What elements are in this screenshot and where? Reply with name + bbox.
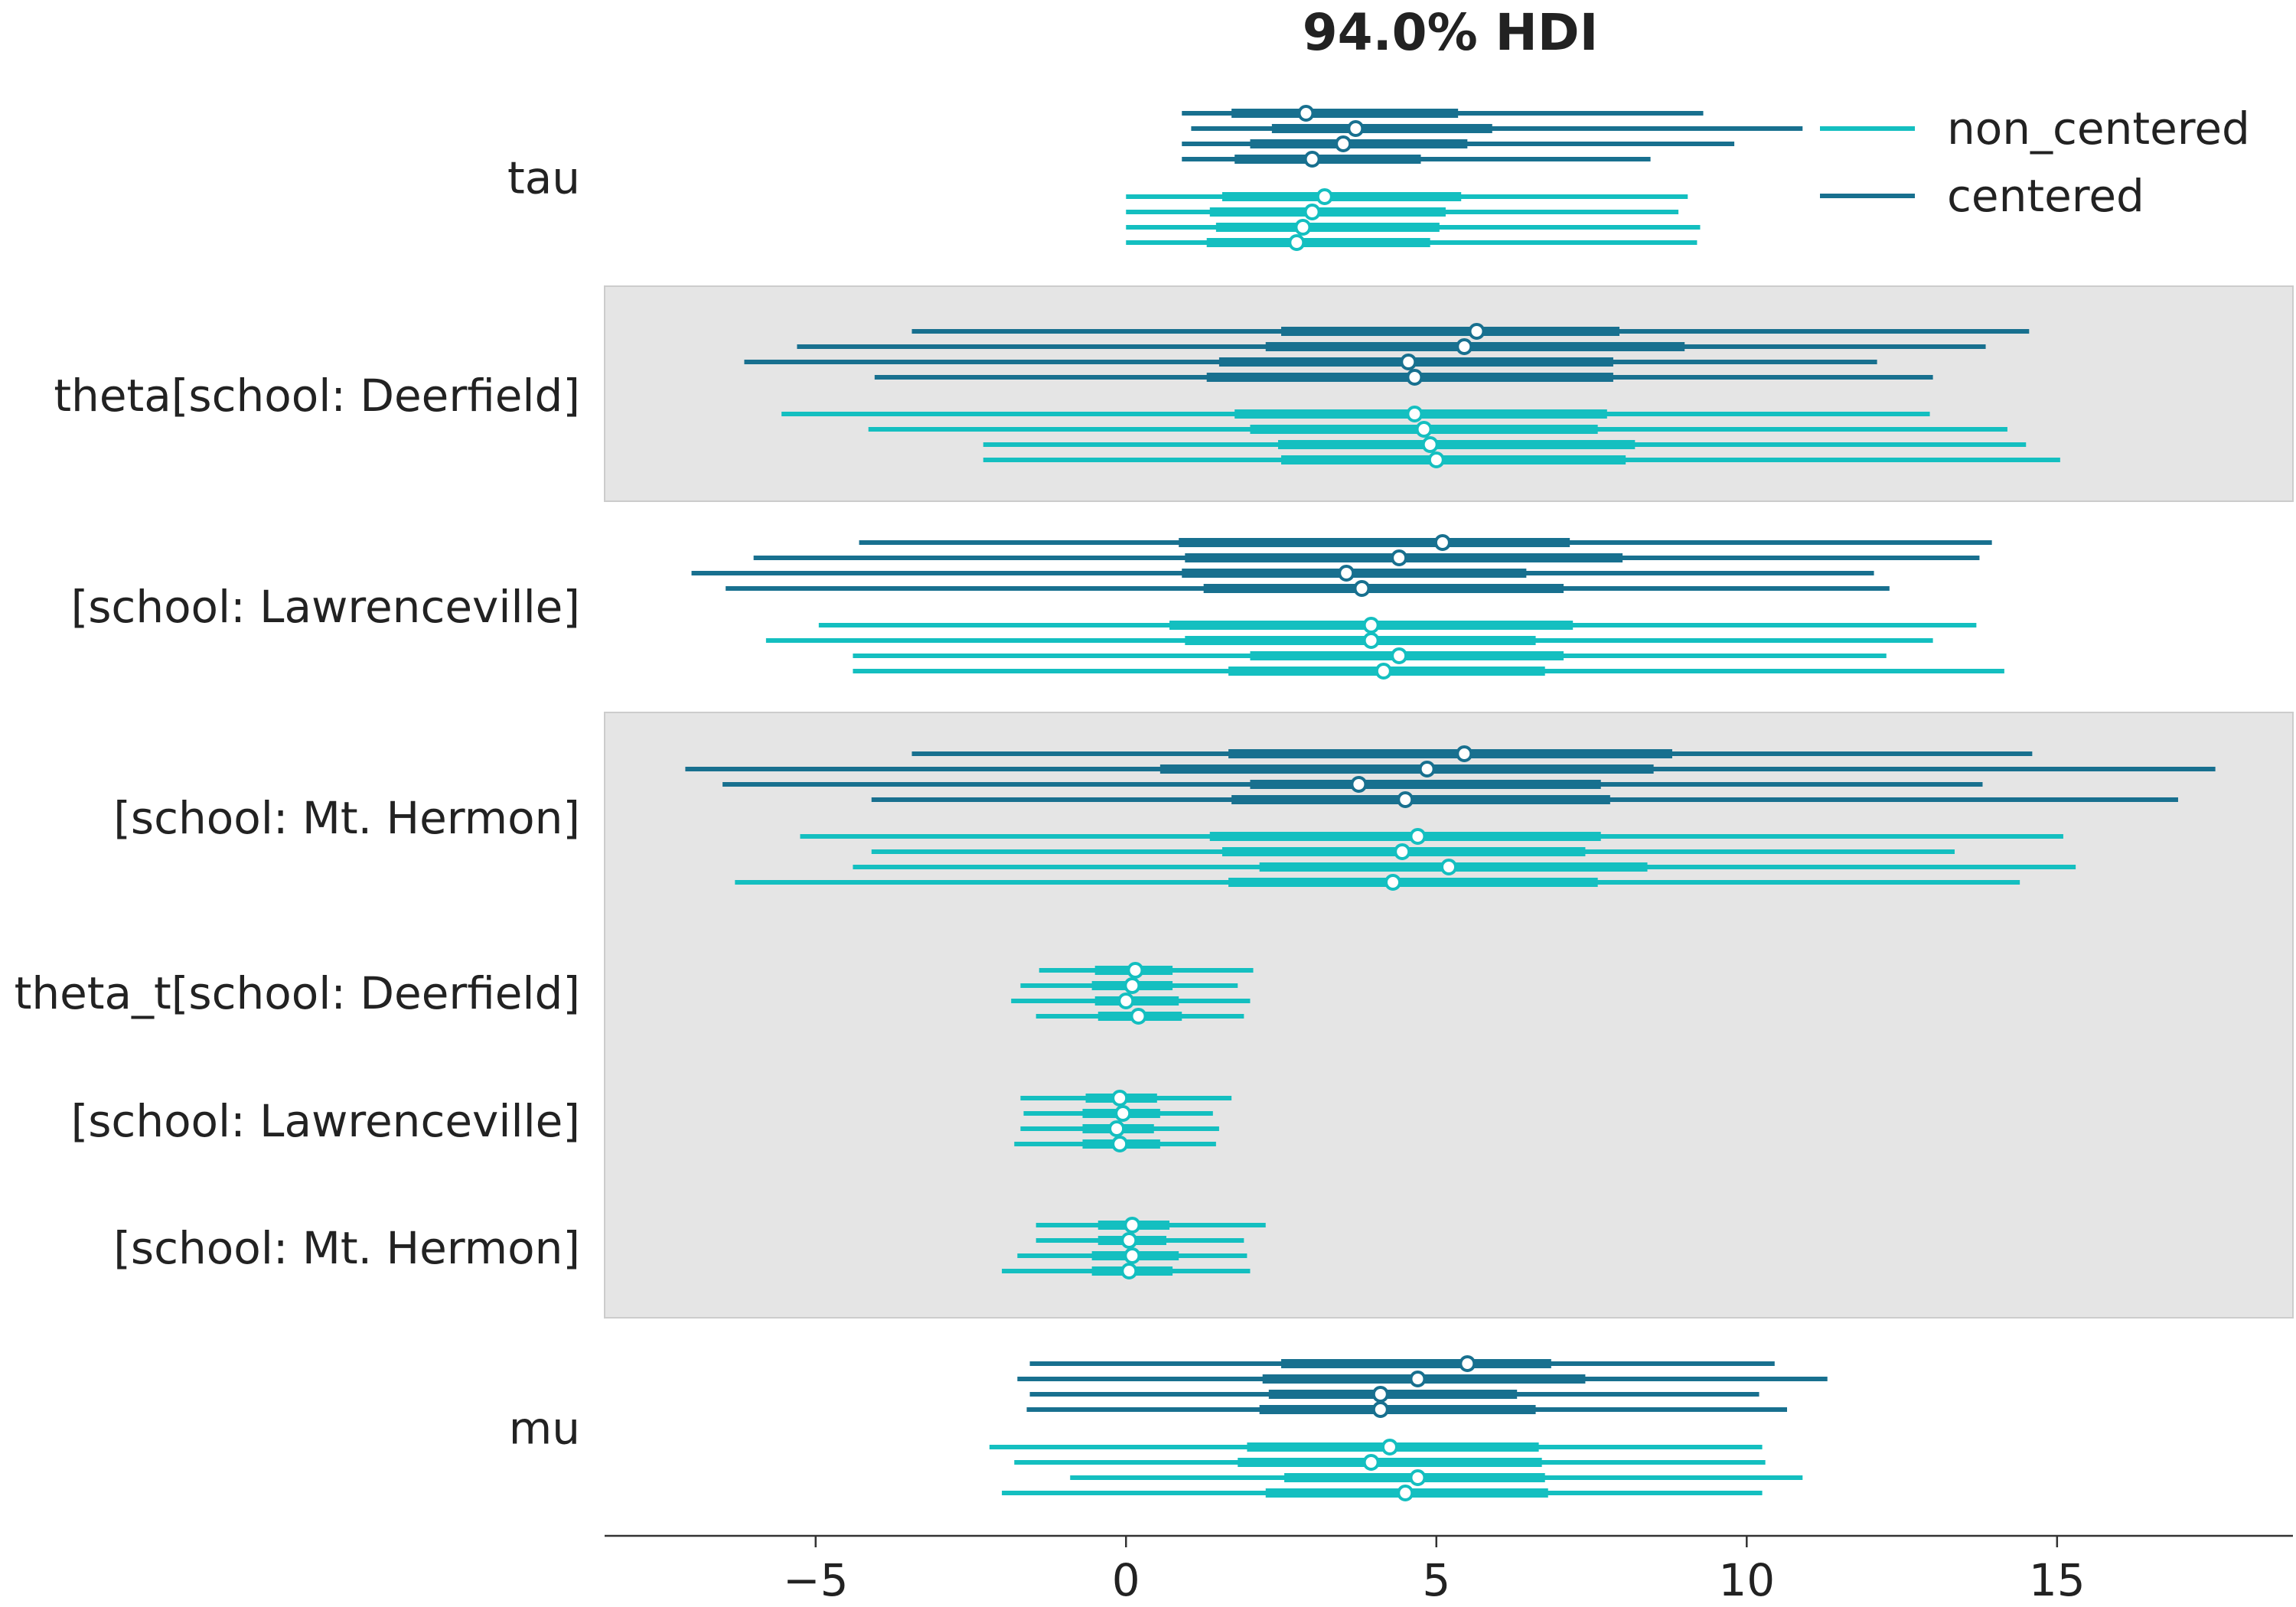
median-point — [1391, 549, 1408, 566]
median-point — [1362, 617, 1380, 634]
median-point — [1384, 874, 1402, 891]
legend: non_centered centered — [1820, 103, 2250, 222]
y-label-layer: tau theta[school: Deerfield] [school: Lawr… — [15, 152, 580, 1455]
median-point — [1421, 436, 1439, 453]
median-point — [1303, 151, 1321, 168]
median-point — [1427, 451, 1445, 468]
x-axis: −5 0 5 10 15 — [783, 1536, 2086, 1606]
median-point — [1124, 1247, 1141, 1264]
median-point — [1391, 647, 1408, 664]
median-point — [1409, 1469, 1427, 1486]
median-point — [1303, 204, 1321, 220]
median-point — [1406, 406, 1424, 422]
median-point — [1371, 1401, 1389, 1418]
x-tick-label: −5 — [783, 1554, 849, 1606]
median-point — [1347, 120, 1365, 137]
median-point — [1120, 1232, 1138, 1249]
y-tick-label: [school: Lawrenceville] — [71, 1095, 580, 1147]
y-tick-label: tau — [507, 152, 580, 204]
median-point — [1362, 632, 1380, 649]
median-point — [1124, 977, 1141, 994]
median-point — [1335, 135, 1352, 152]
median-point — [1397, 1485, 1414, 1501]
median-point — [1406, 369, 1424, 386]
band-layer — [604, 285, 2294, 1319]
median-point — [1120, 1263, 1138, 1279]
median-point — [1418, 761, 1436, 777]
median-point — [1353, 580, 1371, 597]
y-tick-label: [school: Mt. Hermon] — [113, 792, 580, 844]
median-point — [1381, 1439, 1398, 1455]
median-point — [1468, 323, 1486, 340]
median-point — [1440, 859, 1457, 875]
median-point — [1124, 1217, 1141, 1234]
median-point — [1316, 188, 1333, 205]
median-point — [1375, 663, 1392, 680]
median-point — [1394, 843, 1411, 860]
median-point — [1397, 791, 1414, 808]
x-tick-label: 15 — [2029, 1554, 2086, 1606]
y-tick-label: [school: Mt. Hermon] — [113, 1222, 580, 1274]
x-tick-label: 10 — [1718, 1554, 1775, 1606]
median-point — [1433, 534, 1451, 551]
median-point — [1294, 219, 1312, 236]
x-tick-label: 5 — [1422, 1554, 1450, 1606]
median-point — [1371, 1386, 1389, 1403]
median-point — [1288, 234, 1306, 251]
y-tick-label: [school: Lawrenceville] — [71, 581, 580, 633]
median-point — [1127, 962, 1144, 979]
median-point — [1459, 1355, 1476, 1372]
shaded-band — [604, 712, 2294, 1319]
median-point — [1338, 565, 1355, 582]
median-point — [1400, 354, 1417, 370]
y-tick-label: mu — [509, 1403, 580, 1455]
median-point — [1111, 1136, 1129, 1152]
median-point — [1456, 338, 1473, 355]
x-tick-label: 0 — [1112, 1554, 1140, 1606]
legend-label: non_centered — [1947, 103, 2250, 155]
median-point — [1117, 993, 1135, 1009]
median-point — [1108, 1120, 1126, 1137]
median-point — [1111, 1090, 1129, 1107]
median-point — [1130, 1008, 1147, 1025]
y-tick-label: theta_t[school: Deerfield] — [15, 967, 580, 1019]
legend-label: centered — [1947, 170, 2144, 222]
median-point — [1350, 776, 1368, 793]
median-point — [1297, 105, 1315, 122]
median-point — [1114, 1105, 1132, 1122]
y-tick-label: theta[school: Deerfield] — [54, 370, 580, 422]
chart-title: 94.0% HDI — [1303, 3, 1599, 62]
median-point — [1409, 1371, 1427, 1387]
median-point — [1456, 745, 1473, 762]
shaded-band — [604, 285, 2294, 502]
median-point — [1362, 1454, 1380, 1471]
median-point — [1415, 421, 1433, 438]
interval-layer — [685, 105, 2216, 1501]
median-point — [1409, 828, 1427, 845]
